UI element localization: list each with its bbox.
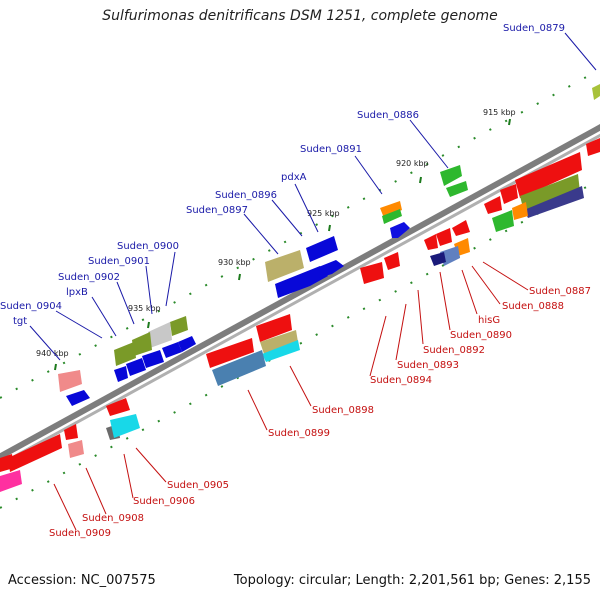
gene-pink-0904 [58,370,82,392]
gene-red-small-0908 [64,424,78,440]
gene-suden-0900 [170,316,188,336]
genome-title: Sulfurimonas denitrificans DSM 1251, com… [102,8,498,24]
gene-blue-tgt [114,366,128,382]
gene-suden-0897 [275,266,328,298]
gene-red-0898 [256,314,292,342]
gene-red-0892b [424,234,438,250]
gene-suden-0886b [446,181,468,197]
ruler-major-ticks [54,118,511,371]
label-suden-0886: Suden_0886 [357,110,419,121]
label-suden-0908: Suden_0908 [82,513,144,524]
accession-label: Accession: NC_007575 [8,573,156,588]
forward-callouts [29,32,597,361]
gene-suden-0896 [265,250,304,282]
ruler-tick-925: 925 kbp [307,209,340,218]
label-suden-0888: Suden_0888 [502,301,564,312]
gene-red-0908 [8,434,62,472]
topology-label: Topology: circular; Length: 2,201,561 bp… [233,573,591,588]
label-suden-0909: Suden_0909 [49,528,111,539]
forward-genes [58,84,600,406]
gene-suden-0891b [382,209,402,224]
reverse-callouts [53,261,529,531]
gene-blue-0902 [142,350,164,368]
gene-suden-0902 [132,332,152,356]
label-suden-0906: Suden_0906 [133,496,195,507]
gene-cyan-0906 [110,414,140,438]
gene-red-big-1 [515,152,582,198]
label-suden-0892: Suden_0892 [423,345,485,356]
label-suden-0890: Suden_0890 [450,330,512,341]
ruler-tick-940: 940 kbp [36,349,69,358]
gene-pdxA [306,236,338,262]
label-suden-0902: Suden_0902 [58,272,120,283]
ruler-tick-935: 935 kbp [128,304,161,313]
gene-suden-0891 [380,201,402,218]
gene-red-0893 [384,252,400,270]
gene-red-0888 [484,196,502,214]
gene-suden-0886 [440,165,462,186]
gene-red-0894 [360,262,384,284]
gene-red-0890 [452,220,470,236]
gene-red-0905 [106,398,130,416]
label-suden-0893: Suden_0893 [397,360,459,371]
label-hisG: hisG [478,315,500,326]
genome-backbone [0,124,600,467]
gene-red-0892a [436,228,452,246]
ruler-tick-930: 930 kbp [218,258,251,267]
label-suden-0899: Suden_0899 [268,428,330,439]
ruler-tick-920: 920 kbp [396,159,429,168]
ruler-tick-915: 915 kbp [483,108,516,117]
label-lpxB: lpxB [66,287,88,298]
label-tgt: tgt [13,316,27,327]
gene-red-0899 [206,338,254,368]
label-suden-0898: Suden_0898 [312,405,374,416]
gene-blue-0904 [66,390,90,406]
gene-red-left [0,454,14,472]
label-pdxA: pdxA [281,172,307,183]
gene-steel-0899 [212,350,266,386]
gene-suden-0879 [592,84,600,100]
gene-suden-0901 [148,322,172,348]
gene-green-small [492,210,514,232]
label-suden-0879: Suden_0879 [503,23,565,34]
label-suden-0891: Suden_0891 [300,144,362,155]
gene-lpxB [114,342,136,366]
gene-cyan-0898 [262,340,300,362]
gene-olive-0898 [260,330,298,354]
gene-blue-0891c [390,222,410,238]
gene-blue-0901 [162,342,182,358]
gene-red-right [586,138,600,156]
gene-navy-big [524,186,584,218]
reverse-genes [0,138,600,492]
gene-blue-pdxA-b [316,260,344,278]
gene-red-0887 [500,184,518,204]
gene-blue-0900 [178,336,196,352]
label-suden-0900: Suden_0900 [117,241,179,252]
label-suden-0905: Suden_0905 [167,480,229,491]
gene-magenta-0909 [0,470,22,492]
gene-olive-big [520,174,580,212]
label-suden-0896: Suden_0896 [215,190,277,201]
gene-blue-lpxB [126,358,146,376]
gene-navy-0890 [430,252,446,266]
label-suden-0897: Suden_0897 [186,205,248,216]
gene-orange-small [512,202,528,220]
label-suden-0901: Suden_0901 [88,256,150,267]
label-suden-0904: Suden_0904 [0,301,62,312]
gene-pink-0908 [68,440,84,458]
label-suden-0887: Suden_0887 [529,286,591,297]
label-suden-0894: Suden_0894 [370,375,432,386]
